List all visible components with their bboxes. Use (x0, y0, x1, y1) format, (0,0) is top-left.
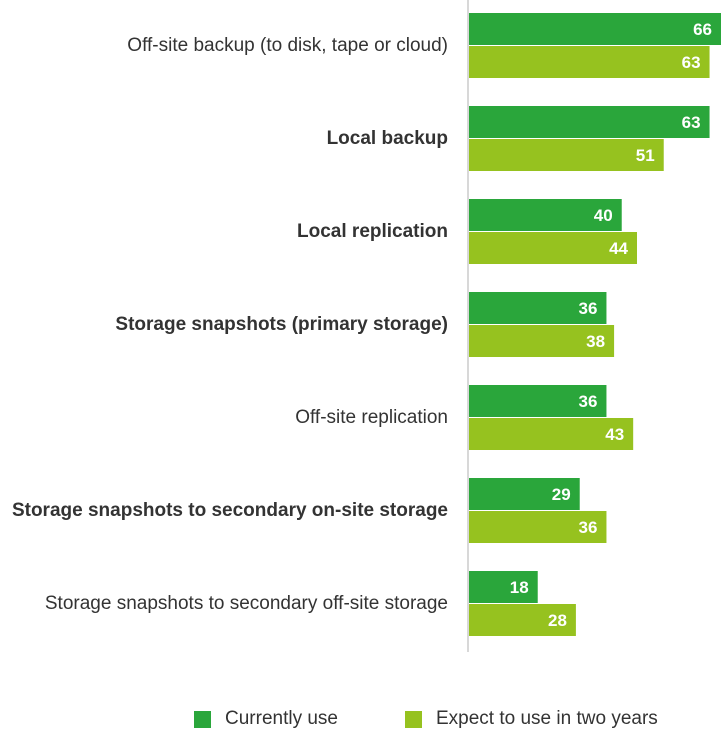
bar-chart: Off-site backup (to disk, tape or cloud)… (12, 0, 721, 652)
data-label: 66 (693, 20, 712, 39)
bar-expect-to-use (469, 139, 664, 171)
legend-label-expect-to-use: Expect to use in two years (436, 708, 658, 729)
data-label: 43 (605, 425, 624, 444)
legend-item-currently-use: Currently use (194, 708, 338, 730)
bar-currently-use (469, 385, 607, 417)
data-label: 18 (510, 578, 529, 597)
data-label: 38 (586, 332, 605, 351)
data-label: 36 (579, 518, 598, 537)
legend-label-currently-use: Currently use (225, 708, 338, 729)
data-label: 51 (636, 146, 655, 165)
bar-expect-to-use (469, 604, 576, 636)
bar-expect-to-use (469, 325, 615, 357)
bar-expect-to-use (469, 418, 634, 450)
bar-currently-use (469, 478, 580, 510)
bar-currently-use (469, 199, 622, 231)
category-label: Local replication (297, 221, 448, 242)
legend-item-expect-to-use: Expect to use in two years (405, 708, 658, 730)
legend-swatch-currently-use (194, 710, 211, 728)
data-label: 44 (609, 239, 628, 258)
data-label: 36 (579, 299, 598, 318)
legend-swatch-expect-to-use (405, 710, 422, 728)
data-label: 36 (579, 392, 598, 411)
category-label: Off-site backup (to disk, tape or cloud) (127, 35, 448, 56)
category-label: Storage snapshots (primary storage) (115, 314, 448, 335)
category-label: Storage snapshots to secondary off-site … (45, 593, 448, 614)
data-label: 63 (682, 113, 701, 132)
category-label: Storage snapshots to secondary on-site s… (12, 500, 448, 521)
category-label: Off-site replication (295, 407, 448, 428)
data-label: 28 (548, 611, 567, 630)
bar-expect-to-use (469, 46, 710, 78)
bar-currently-use (469, 13, 721, 45)
bar-expect-to-use (469, 511, 607, 543)
category-labels: Off-site backup (to disk, tape or cloud)… (12, 35, 448, 614)
bar-expect-to-use (469, 232, 637, 264)
data-label: 29 (552, 485, 571, 504)
bars: 66 63 63 51 40 44 36 38 36 43 29 36 18 28 (469, 13, 721, 636)
data-label: 63 (682, 53, 701, 72)
legend: Currently use Expect to use in two years (0, 708, 721, 738)
bar-currently-use (469, 292, 607, 324)
bar-currently-use (469, 106, 710, 138)
category-label: Local backup (327, 128, 448, 149)
data-label: 40 (594, 206, 613, 225)
bar-currently-use (469, 571, 538, 603)
